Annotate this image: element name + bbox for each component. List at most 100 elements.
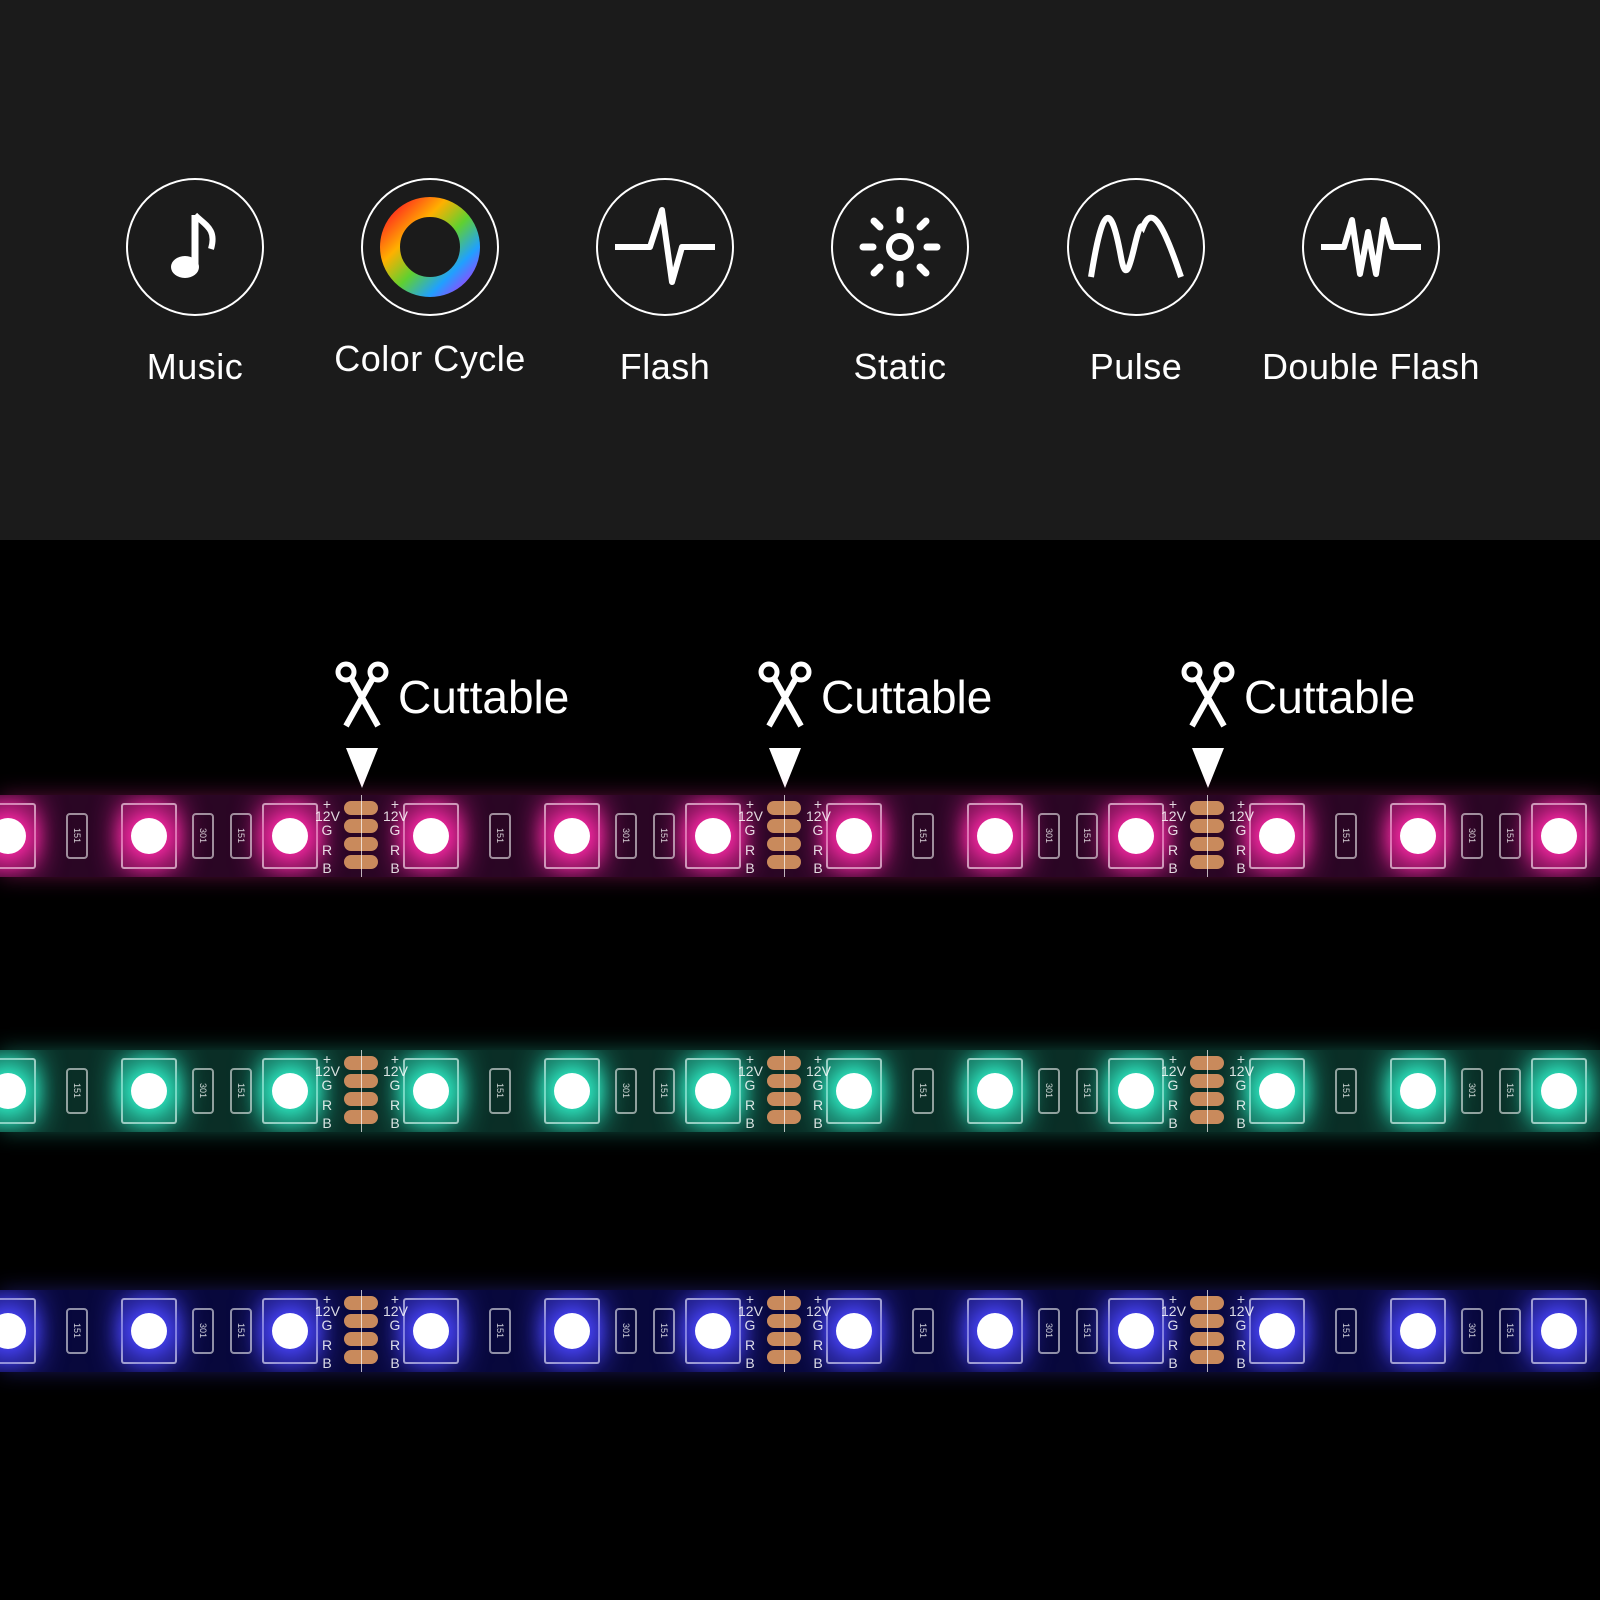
marking-b: B <box>390 860 400 876</box>
mode-label: Flash <box>619 346 711 387</box>
led-chip <box>1390 1298 1446 1364</box>
led-chip <box>403 1058 459 1124</box>
marking-plus: + <box>390 1051 400 1067</box>
cut-line <box>361 1050 362 1132</box>
mode-label: Pulse <box>1089 346 1183 387</box>
mode-double-flash: Double Flash <box>1251 178 1491 388</box>
wave-icon <box>1067 178 1205 316</box>
marking-b: B <box>1236 1115 1246 1131</box>
resistor: 151 <box>1335 1068 1357 1114</box>
resistor: 151 <box>489 813 511 859</box>
marking-plus: + <box>813 1291 823 1307</box>
resistor: 151 <box>66 1308 88 1354</box>
led-chip <box>1531 803 1587 869</box>
mode-pulse: Pulse <box>1016 178 1256 388</box>
marking-g: G <box>744 822 756 838</box>
led-chip <box>1390 803 1446 869</box>
resistor: 301 <box>615 813 637 859</box>
marking-g: G <box>812 822 824 838</box>
marking-b: B <box>1168 1355 1178 1371</box>
marking-12v: 12V <box>1229 1063 1254 1079</box>
resistor: 301 <box>615 1068 637 1114</box>
marking-12v: 12V <box>1161 1303 1186 1319</box>
marking-r: R <box>744 842 756 858</box>
marking-g: G <box>812 1077 824 1093</box>
mode-label: Music <box>146 346 244 387</box>
marking-r: R <box>1235 842 1247 858</box>
resistor: 151 <box>1499 1308 1521 1354</box>
marking-r: R <box>812 842 824 858</box>
marking-plus: + <box>745 796 755 812</box>
led-chip <box>1249 1058 1305 1124</box>
resistor: 151 <box>230 1068 252 1114</box>
marking-r: R <box>1235 1337 1247 1353</box>
marking-r: R <box>812 1337 824 1353</box>
resistor: 301 <box>615 1308 637 1354</box>
marking-r: R <box>321 842 333 858</box>
marking-r: R <box>389 842 401 858</box>
marking-b: B <box>745 1115 755 1131</box>
led-strip-pink: 151 301 151 +12V G R B +12V G R B 151 301 151 +12V G R B +… <box>0 795 1600 877</box>
marking-r: R <box>744 1097 756 1113</box>
marking-g: G <box>812 1317 824 1333</box>
led-chip <box>0 1298 36 1364</box>
marking-plus: + <box>1236 796 1246 812</box>
marking-plus: + <box>745 1051 755 1067</box>
mode-color-cycle: Color Cycle <box>310 178 550 380</box>
resistor: 151 <box>1499 813 1521 859</box>
resistor: 151 <box>230 813 252 859</box>
marking-r: R <box>1167 1337 1179 1353</box>
resistor: 151 <box>1499 1068 1521 1114</box>
resistor: 301 <box>1461 1308 1483 1354</box>
marking-12v: 12V <box>806 1303 831 1319</box>
marking-plus: + <box>745 1291 755 1307</box>
led-chip <box>1249 803 1305 869</box>
cut-line <box>784 1050 785 1132</box>
marking-plus: + <box>390 1291 400 1307</box>
double-pulse-icon <box>1302 178 1440 316</box>
led-chip <box>967 1298 1023 1364</box>
marking-plus: + <box>1168 796 1178 812</box>
scissors-icon <box>758 661 812 728</box>
marking-g: G <box>321 822 333 838</box>
led-chip <box>262 803 318 869</box>
led-chip <box>121 1058 177 1124</box>
led-chip <box>403 1298 459 1364</box>
resistor: 151 <box>1076 1068 1098 1114</box>
cuttable-label: Cuttable <box>821 671 993 723</box>
led-chip <box>826 803 882 869</box>
flash-pulse-icon <box>596 178 734 316</box>
cut-arrow-icon <box>346 748 378 788</box>
marking-r: R <box>389 1337 401 1353</box>
resistor: 151 <box>1076 1308 1098 1354</box>
marking-12v: 12V <box>806 1063 831 1079</box>
led-chip <box>121 803 177 869</box>
led-chip <box>1390 1058 1446 1124</box>
scissors-icon <box>335 661 389 728</box>
led-chip <box>685 1298 741 1364</box>
resistor: 151 <box>912 1308 934 1354</box>
resistor: 151 <box>1076 813 1098 859</box>
marking-g: G <box>1235 1077 1247 1093</box>
marking-b: B <box>745 1355 755 1371</box>
cut-arrow-icon <box>769 748 801 788</box>
marking-b: B <box>1236 860 1246 876</box>
led-chip <box>0 1058 36 1124</box>
marking-plus: + <box>1236 1291 1246 1307</box>
marking-b: B <box>390 1115 400 1131</box>
marking-plus: + <box>813 1051 823 1067</box>
marking-b: B <box>322 1355 332 1371</box>
cut-line <box>1207 1290 1208 1372</box>
mode-label: Color Cycle <box>334 338 526 379</box>
marking-g: G <box>744 1317 756 1333</box>
marking-12v: 12V <box>738 1303 763 1319</box>
marking-g: G <box>1167 1317 1179 1333</box>
resistor: 151 <box>653 1068 675 1114</box>
marking-b: B <box>813 860 823 876</box>
led-chip <box>262 1058 318 1124</box>
scissors-icon <box>1181 661 1235 728</box>
marking-12v: 12V <box>383 1063 408 1079</box>
marking-b: B <box>1168 1115 1178 1131</box>
resistor: 151 <box>1335 1308 1357 1354</box>
cuttable-label: Cuttable <box>1244 671 1416 723</box>
